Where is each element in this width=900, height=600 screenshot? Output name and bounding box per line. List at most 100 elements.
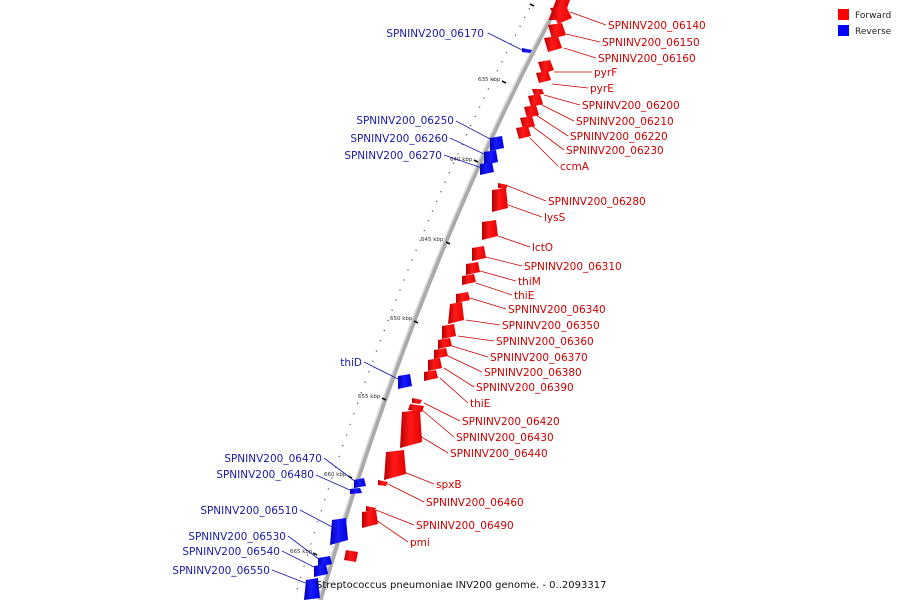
gene-block[interactable] [536,71,551,83]
gene-label[interactable]: lctO [532,242,553,254]
genome-backbone [317,0,563,600]
major-tick [381,397,387,401]
gene-block[interactable] [354,478,366,488]
gene-block[interactable] [482,220,498,240]
gene-label[interactable]: thiE [514,290,534,302]
gene-block[interactable] [538,60,554,74]
minor-tick [505,52,508,54]
minor-tick [411,259,413,261]
gene-block[interactable] [438,338,452,349]
gene-block[interactable] [434,348,448,359]
gene-label[interactable]: SPNINV200_06360 [496,336,594,348]
gene-label[interactable]: SPNINV200_06270 [344,150,442,162]
gene-block[interactable] [544,36,562,52]
gene-label[interactable]: SPNINV200_06340 [508,304,606,316]
gene-label[interactable]: SPNINV200_06480 [216,469,314,481]
gene-block[interactable] [400,410,422,448]
gene-label[interactable]: thiM [518,276,541,288]
gene-block[interactable] [548,23,566,39]
major-tick [312,552,318,556]
gene-block[interactable] [498,183,508,189]
gene-label[interactable]: SPNINV200_06540 [182,546,280,558]
gene-label[interactable]: lysS [544,212,566,224]
gene-label[interactable]: SPNINV200_06380 [484,367,582,379]
gene-label[interactable]: SPNINV200_06230 [566,145,664,157]
major-tick [445,241,451,245]
gene-label[interactable]: SPNINV200_06550 [172,565,270,577]
gene-label[interactable]: spxB [436,479,462,491]
gene-block[interactable] [528,94,543,107]
gene-label[interactable]: SPNINV200_06350 [502,320,600,332]
gene-block[interactable] [330,518,348,545]
gene-block[interactable] [362,510,378,528]
minor-tick [317,521,319,523]
gene-label[interactable]: SPNINV200_06150 [602,37,700,49]
gene-label[interactable]: SPNINV200_06210 [576,116,674,128]
minor-tick [356,402,359,404]
gene-block[interactable] [442,324,456,339]
major-tick [413,320,419,324]
minor-tick [452,162,455,164]
gene-block[interactable] [304,578,320,600]
gene-label[interactable]: SPNINV200_06370 [490,352,588,364]
gene-label[interactable]: SPNINV200_06140 [608,20,706,32]
gene-block[interactable] [520,116,535,129]
gene-block[interactable] [524,105,539,118]
gene-label[interactable]: SPNINV200_06160 [598,53,696,65]
gene-block[interactable] [456,292,470,303]
gene-label[interactable]: thiE [470,398,490,410]
gene-label[interactable]: ccmA [560,161,590,173]
gene-label[interactable]: SPNINV200_06250 [356,115,454,127]
gene-label[interactable]: SPNINV200_06430 [456,432,554,444]
gene-block[interactable] [472,246,486,261]
gene-block[interactable] [466,262,480,275]
gene-label[interactable]: SPNINV200_06310 [524,261,622,273]
gene-block[interactable] [492,188,508,212]
tick-label: 650 kbp [390,316,413,322]
gene-label[interactable]: pyrF [594,67,617,79]
gene-label[interactable]: SPNINV200_06390 [476,382,574,394]
gene-label[interactable]: SPNINV200_06260 [350,133,448,145]
gene-label[interactable]: SPNINV200_06510 [200,505,298,517]
gene-label[interactable]: pyrE [590,83,614,95]
gene-label[interactable]: SPNINV200_06490 [416,520,514,532]
gene-block[interactable] [448,302,464,324]
minor-tick [300,576,302,579]
gene-label[interactable]: SPNINV200_06530 [188,531,286,543]
gene-block[interactable] [424,370,438,381]
gene-block[interactable] [314,564,328,577]
gene-block[interactable] [350,488,362,494]
gene-block[interactable] [398,374,412,389]
gene-label[interactable]: pmi [410,537,430,549]
minor-tick [399,289,401,291]
gene-label[interactable]: SPNINV200_06440 [450,448,548,460]
gene-label[interactable]: SPNINV200_06460 [426,497,524,509]
gene-block[interactable] [384,450,406,480]
gene-block[interactable] [532,89,544,95]
gene-block[interactable] [428,358,442,371]
minor-tick [383,329,385,332]
gene-label[interactable]: SPNINV200_06420 [462,416,560,428]
gene-block[interactable] [412,398,422,404]
minor-tick [324,499,326,501]
gene-block[interactable] [484,150,498,165]
gene-label[interactable]: thiD [340,357,362,369]
gene-label[interactable]: SPNINV200_06220 [570,131,668,143]
gene-label[interactable]: SPNINV200_06470 [224,453,322,465]
gene-block[interactable] [462,274,476,285]
minor-tick [444,181,446,183]
minor-tick [457,153,459,155]
gene-block[interactable] [378,480,388,486]
gene-block[interactable] [490,136,504,151]
gene-block[interactable] [318,556,332,567]
gene-block[interactable] [522,48,532,53]
gene-block[interactable] [550,6,572,24]
gene-block[interactable] [344,550,358,562]
gene-label[interactable]: SPNINV200_06170 [386,28,484,40]
minor-tick [496,70,499,72]
gene-label[interactable]: SPNINV200_06200 [582,100,680,112]
gene-label[interactable]: SPNINV200_06280 [548,196,646,208]
tick-label: 655 kbp [358,394,381,400]
gene-block[interactable] [480,162,494,175]
gene-block[interactable] [516,126,531,139]
